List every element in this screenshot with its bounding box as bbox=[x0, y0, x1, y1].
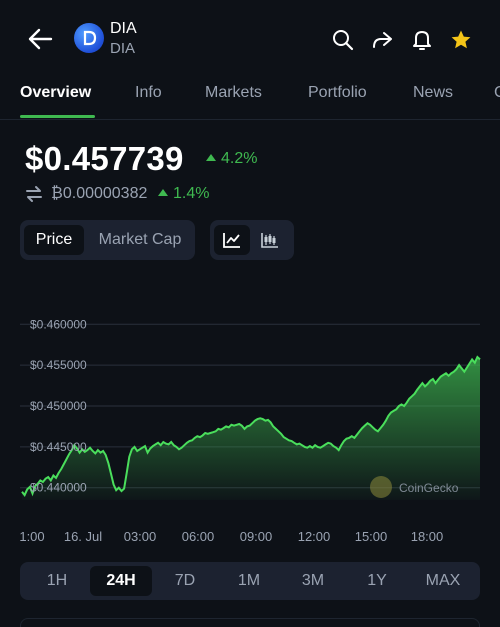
price-change: 4.2% bbox=[206, 150, 257, 168]
btc-price: ₿0.00000382 bbox=[51, 185, 148, 202]
watermark-label: CoinGecko bbox=[399, 481, 459, 495]
time-range-selector: 1H 24H 7D 1M 3M 1Y MAX bbox=[20, 562, 480, 600]
x-tick-label: 16. Jul bbox=[64, 529, 102, 544]
star-icon bbox=[451, 30, 471, 49]
price-chart[interactable]: $0.460000 $0.455000 $0.450000 $0.445000 $0.4… bbox=[0, 300, 500, 560]
up-triangle-icon bbox=[158, 189, 168, 196]
range-max[interactable]: MAX bbox=[425, 572, 461, 589]
chart-type-toggle bbox=[210, 220, 294, 260]
price-toggle-button[interactable]: Price bbox=[24, 225, 84, 255]
next-section-card bbox=[20, 618, 480, 627]
candlestick-icon bbox=[261, 233, 278, 248]
coin-symbol: DIA bbox=[110, 40, 136, 57]
back-button[interactable] bbox=[20, 22, 60, 56]
tab-markets[interactable]: Markets bbox=[205, 84, 262, 101]
share-button[interactable] bbox=[369, 27, 395, 53]
metric-toggle: Price Market Cap bbox=[20, 220, 195, 260]
up-triangle-icon bbox=[206, 154, 216, 161]
tab-bar: Overview Info Markets Portfolio News C bbox=[0, 80, 500, 120]
range-3m[interactable]: 3M bbox=[301, 572, 325, 589]
y-tick-label: $0.460000 bbox=[30, 317, 87, 331]
active-tab-indicator bbox=[20, 115, 95, 118]
range-7d[interactable]: 7D bbox=[174, 572, 196, 589]
x-tick-label: 09:00 bbox=[240, 529, 273, 544]
btc-price-change: 1.4% bbox=[158, 185, 209, 203]
share-icon bbox=[373, 32, 392, 48]
watermark: CoinGecko bbox=[370, 476, 459, 498]
x-tick-label: 03:00 bbox=[124, 529, 157, 544]
bell-icon bbox=[413, 31, 431, 50]
tab-overview[interactable]: Overview bbox=[20, 84, 92, 101]
tab-truncated[interactable]: C bbox=[494, 84, 500, 101]
market-cap-toggle-button[interactable]: Market Cap bbox=[98, 231, 182, 248]
y-axis-labels: $0.460000 $0.455000 $0.450000 $0.445000 $0.4… bbox=[30, 317, 87, 494]
range-1h[interactable]: 1H bbox=[46, 572, 68, 589]
range-1m[interactable]: 1M bbox=[237, 572, 261, 589]
favorite-button[interactable] bbox=[448, 27, 474, 53]
dia-logo-icon bbox=[83, 30, 97, 46]
x-axis-labels: 1:00 16. Jul 03:00 06:00 09:00 12:00 15:00 18:0… bbox=[19, 529, 443, 544]
price-line bbox=[21, 355, 481, 498]
tab-info[interactable]: Info bbox=[135, 84, 162, 101]
btc-change-value: 1.4% bbox=[173, 185, 210, 202]
current-price: $0.457739 bbox=[25, 140, 184, 177]
coin-logo bbox=[74, 23, 104, 53]
tab-portfolio[interactable]: Portfolio bbox=[308, 84, 367, 101]
arrow-left-icon bbox=[28, 28, 53, 50]
x-tick-label: 06:00 bbox=[182, 529, 215, 544]
line-chart-icon bbox=[223, 233, 240, 248]
candlestick-chart-button[interactable] bbox=[252, 225, 288, 255]
x-tick-label: 1:00 bbox=[19, 529, 44, 544]
coin-name: DIA bbox=[110, 20, 137, 37]
y-tick-label: $0.450000 bbox=[30, 399, 87, 413]
price-area bbox=[22, 357, 480, 500]
swap-icon bbox=[25, 185, 43, 203]
x-tick-label: 12:00 bbox=[298, 529, 331, 544]
x-tick-label: 15:00 bbox=[355, 529, 388, 544]
y-tick-label: $0.440000 bbox=[30, 481, 87, 495]
search-icon bbox=[333, 30, 354, 51]
range-1y[interactable]: 1Y bbox=[367, 572, 387, 589]
line-chart-button[interactable] bbox=[214, 225, 250, 255]
y-tick-label: $0.455000 bbox=[30, 358, 87, 372]
coingecko-logo-icon bbox=[370, 476, 392, 498]
x-tick-label: 18:00 bbox=[411, 529, 444, 544]
alert-button[interactable] bbox=[409, 27, 435, 53]
range-24h[interactable]: 24H bbox=[90, 566, 152, 596]
tab-news[interactable]: News bbox=[413, 84, 454, 101]
price-change-value: 4.2% bbox=[221, 150, 258, 167]
search-button[interactable] bbox=[330, 27, 356, 53]
y-tick-label: $0.445000 bbox=[30, 440, 87, 454]
